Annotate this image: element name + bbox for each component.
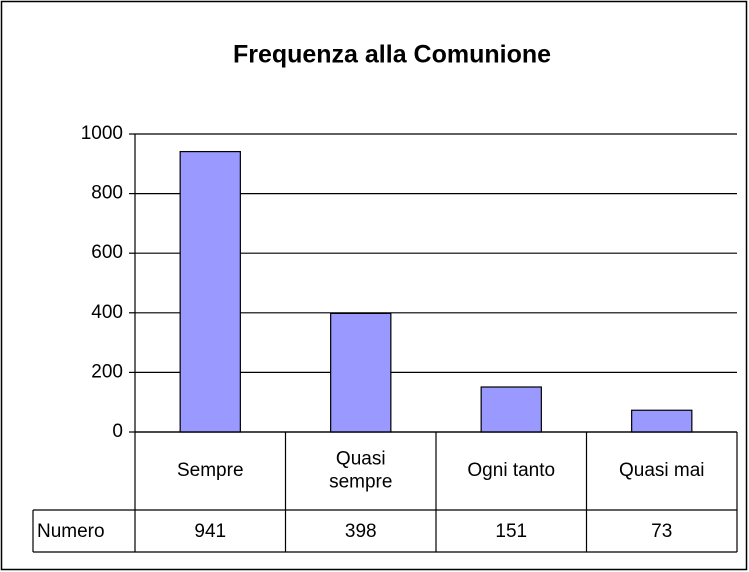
data-table-value: 941 (194, 521, 226, 542)
x-tick-label: Sempre (177, 460, 244, 481)
x-tick-label: Quasi sempre (329, 449, 392, 493)
y-tick-label: 400 (91, 302, 123, 323)
y-tick-label: 600 (91, 242, 123, 263)
y-tick-label: 0 (112, 421, 123, 442)
data-table-value: 151 (495, 521, 527, 542)
x-tick-label: Quasi mai (619, 460, 705, 481)
bar (631, 409, 693, 433)
y-tick-label: 800 (91, 183, 123, 204)
data-table-value: 398 (345, 521, 377, 542)
data-table-series-name: Numero (37, 521, 105, 542)
bar (330, 312, 392, 433)
x-tick-label: Ogni tanto (467, 460, 555, 481)
y-tick-label: 1000 (81, 123, 123, 144)
y-tick-label: 200 (91, 361, 123, 382)
bar (179, 150, 241, 433)
data-table-value: 73 (651, 521, 672, 542)
bar (480, 386, 542, 433)
chart-title: Frequenza alla Comunione (233, 41, 551, 69)
